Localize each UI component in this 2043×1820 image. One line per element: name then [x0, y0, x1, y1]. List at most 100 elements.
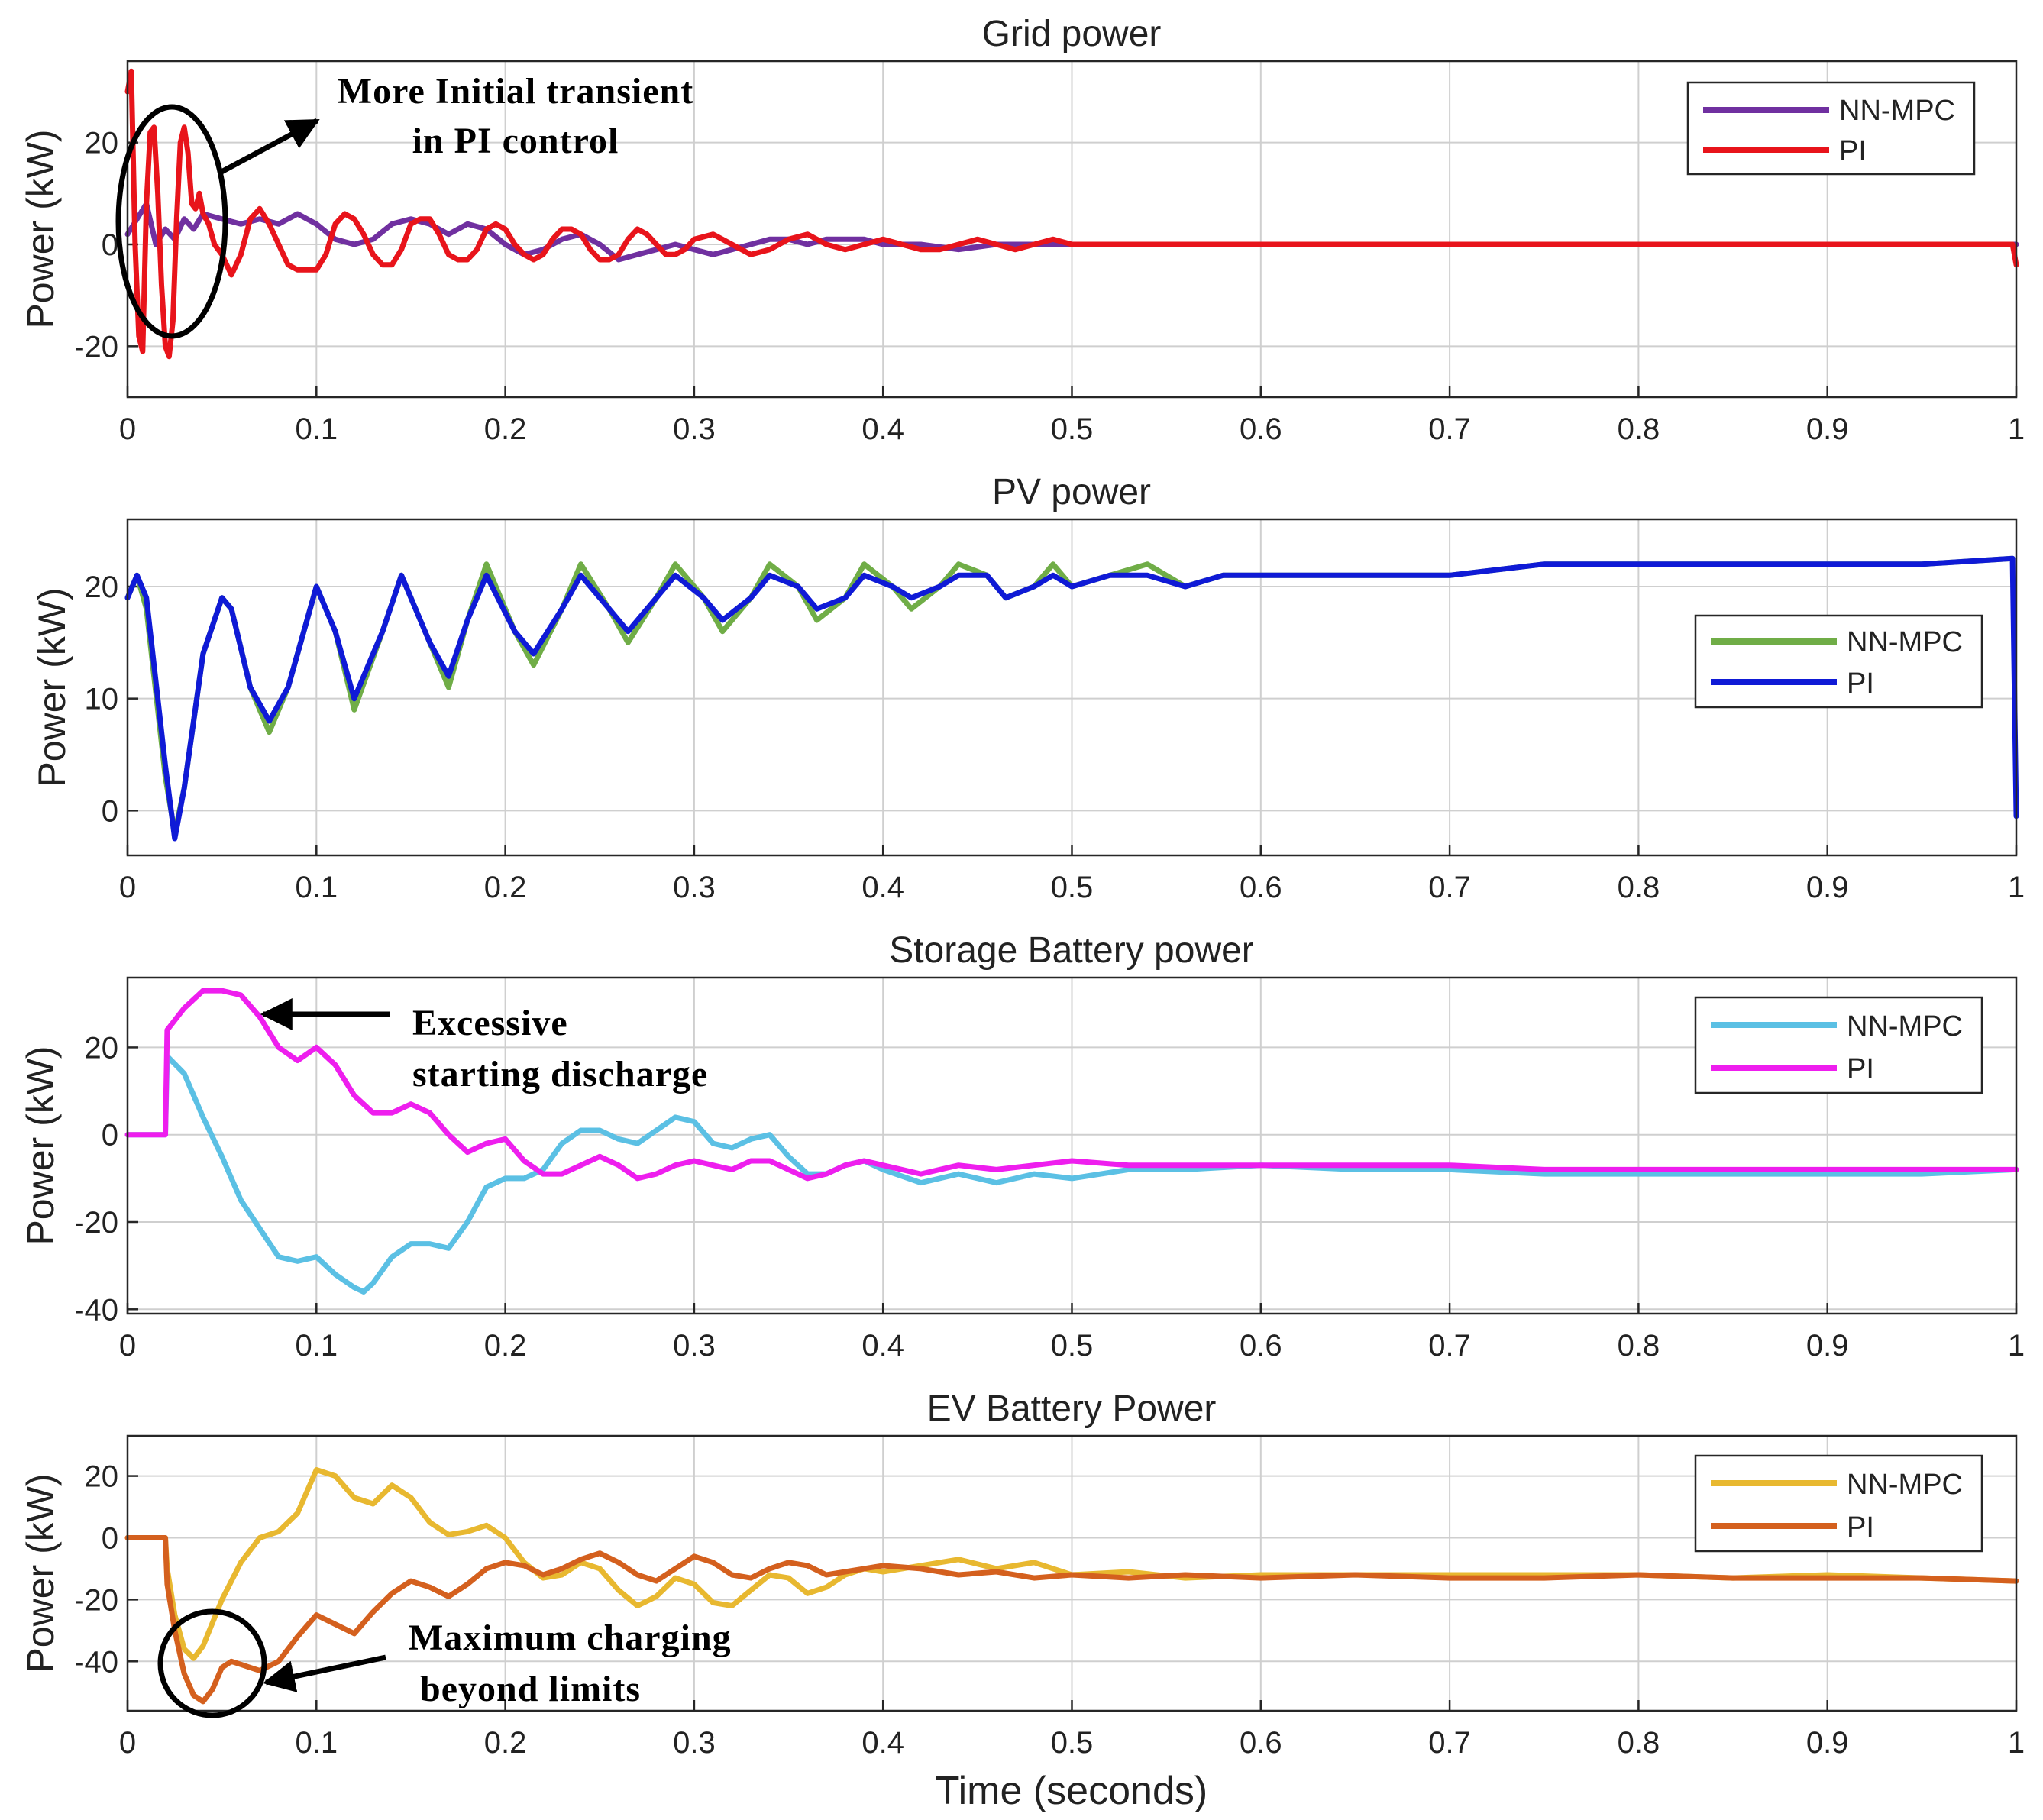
y-axis-ticks: -20 0 20: [74, 127, 138, 364]
series-line-nn-mpc: [124, 1053, 2019, 1295]
annotation-excessive-discharge: Excessive starting discharge: [260, 998, 708, 1094]
x-tick-label: 0.9: [1806, 1329, 1849, 1363]
y-tick-label: -40: [74, 1293, 118, 1327]
x-tick-label: 0.4: [861, 1329, 904, 1363]
legend: NN-MPC PI: [1694, 996, 1983, 1094]
x-tick-label: 0: [119, 1329, 136, 1363]
x-tick-label: 0.4: [861, 412, 904, 446]
panel-storage-battery-power: Storage Battery power Power (kW) 0 0.1 0.2…: [19, 930, 2025, 1363]
legend-label-nn-mpc: NN-MPC: [1847, 626, 1963, 658]
x-tick-label: 0.1: [295, 871, 338, 904]
y-axis-ticks: -40 -20 0 20: [74, 1460, 138, 1679]
x-tick-label: 0.5: [1051, 1726, 1094, 1760]
x-tick-label: 1: [2008, 871, 2025, 904]
series-line-pi: [124, 68, 2019, 360]
x-tick-label: 0.6: [1240, 871, 1282, 904]
y-axis-label: Power (kW): [31, 587, 73, 787]
legend: NN-MPC PI: [1694, 1454, 1983, 1553]
y-axis-ticks: -40 -20 0 20: [74, 1031, 138, 1327]
legend-label-nn-mpc: NN-MPC: [1847, 1469, 1963, 1501]
x-tick-label: 0.3: [673, 1329, 716, 1363]
y-tick-label: -20: [74, 330, 118, 364]
x-tick-label: 0.2: [484, 1329, 527, 1363]
x-tick-label: 0.7: [1428, 1329, 1471, 1363]
x-tick-label: 0.6: [1240, 1329, 1282, 1363]
x-tick-label: 0.3: [673, 871, 716, 904]
legend-label-pi: PI: [1847, 668, 1874, 700]
annotation-text: starting discharge: [412, 1054, 708, 1094]
y-tick-label: -20: [74, 1583, 118, 1617]
plot-frame: [126, 1434, 2018, 1712]
x-tick-label: 0.4: [861, 871, 904, 904]
x-axis-ticks: 0 0.1 0.2 0.3 0.4 0.5 0.6 0.7 0.8 0.9 1: [119, 1700, 2025, 1760]
x-tick-label: 0.8: [1618, 1726, 1660, 1760]
x-tick-label: 0.3: [673, 412, 716, 446]
panel-title: Storage Battery power: [889, 930, 1254, 971]
annotation-text: Excessive: [412, 1003, 568, 1043]
series-layer: [124, 988, 2019, 1295]
panel-title: Grid power: [982, 14, 1162, 54]
x-tick-label: 0.5: [1051, 412, 1094, 446]
annotation-initial-transient: More Initial transient in PI control: [115, 71, 693, 339]
x-tick-label: 1: [2008, 1329, 2025, 1363]
x-tick-label: 0.1: [295, 1329, 338, 1363]
annotation-text: in PI control: [412, 121, 619, 161]
y-tick-label: 0: [102, 1521, 118, 1555]
y-tick-label: 0: [102, 1119, 118, 1152]
x-axis-label: Time (seconds): [936, 1769, 1207, 1813]
legend-label-nn-mpc: NN-MPC: [1839, 95, 1955, 127]
x-tick-label: 0.6: [1240, 412, 1282, 446]
annotation-text: beyond limits: [420, 1669, 641, 1709]
x-axis-ticks: 0 0.1 0.2 0.3 0.4 0.5 0.6 0.7 0.8 0.9 1: [119, 386, 2025, 446]
legend: NN-MPC PI: [1686, 81, 1976, 176]
y-tick-label: 20: [85, 571, 119, 604]
annotation-max-charging: Maximum charging beyond limits: [157, 1608, 732, 1718]
series-layer: [124, 1467, 2019, 1705]
y-tick-label: 20: [85, 127, 119, 160]
x-tick-label: 0.2: [484, 412, 527, 446]
x-tick-label: 0.8: [1618, 871, 1660, 904]
panel-pv-power: PV power Power (kW) 0 0.1 0.2 0.3 0.4 0.5 0.6 0…: [31, 472, 2025, 904]
panel-title: EV Battery Power: [927, 1388, 1217, 1429]
legend-label-pi: PI: [1847, 1053, 1874, 1085]
legend-label-nn-mpc: NN-MPC: [1847, 1010, 1963, 1043]
series-line-pi: [124, 555, 2019, 842]
x-tick-label: 0.2: [484, 871, 527, 904]
x-tick-label: 0.7: [1428, 1726, 1471, 1760]
x-tick-label: 1: [2008, 412, 2025, 446]
series-line-nn-mpc: [124, 1467, 2019, 1661]
series-layer: [124, 68, 2019, 360]
y-tick-label: 20: [85, 1460, 119, 1494]
plot-frame: [126, 976, 2018, 1315]
x-tick-label: 0.1: [295, 412, 338, 446]
x-tick-label: 0.4: [861, 1726, 904, 1760]
x-tick-label: 1: [2008, 1726, 2025, 1760]
x-tick-label: 0: [119, 412, 136, 446]
legend-label-pi: PI: [1839, 135, 1867, 167]
x-tick-label: 0.2: [484, 1726, 527, 1760]
x-tick-label: 0.8: [1618, 412, 1660, 446]
series-layer: [124, 555, 2019, 842]
y-tick-label: 20: [85, 1031, 119, 1065]
panel-grid-power: Grid power Power (kW) 0 0.1 0.2 0.3 0.4 0.5 0.…: [19, 14, 2025, 446]
x-tick-label: 0.7: [1428, 871, 1471, 904]
grid-lines: [128, 519, 2016, 855]
legend-label-pi: PI: [1847, 1511, 1874, 1544]
x-tick-label: 0.8: [1618, 1329, 1660, 1363]
y-tick-label: 0: [102, 794, 118, 828]
x-tick-label: 0.7: [1428, 412, 1471, 446]
plot-frame: [126, 518, 2018, 857]
x-tick-label: 0.9: [1806, 412, 1849, 446]
x-tick-label: 0: [119, 1726, 136, 1760]
x-tick-label: 0.3: [673, 1726, 716, 1760]
x-axis-ticks: 0 0.1 0.2 0.3 0.4 0.5 0.6 0.7 0.8 0.9 1: [119, 845, 2025, 904]
x-tick-label: 0.6: [1240, 1726, 1282, 1760]
y-axis-label: Power (kW): [19, 129, 62, 328]
y-axis-label: Power (kW): [19, 1473, 62, 1673]
x-tick-label: 0: [119, 871, 136, 904]
plot-frame: [126, 60, 2018, 399]
x-tick-label: 0.1: [295, 1726, 338, 1760]
panel-title: PV power: [992, 472, 1151, 512]
y-axis-label: Power (kW): [19, 1046, 62, 1245]
annotation-text: Maximum charging: [409, 1618, 732, 1658]
